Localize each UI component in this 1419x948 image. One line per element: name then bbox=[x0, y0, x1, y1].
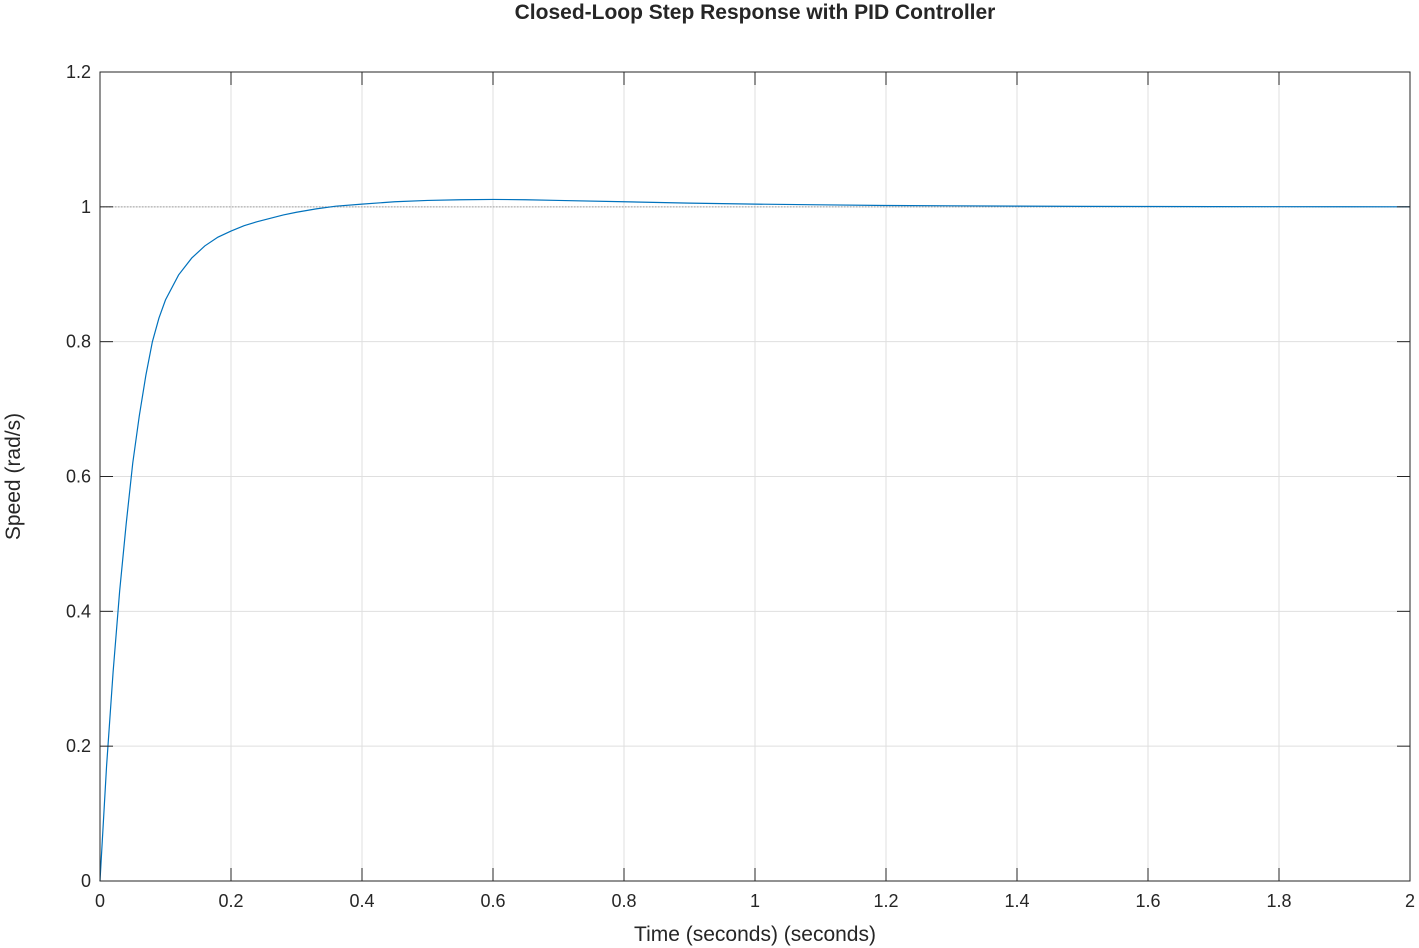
y-tick-label: 0 bbox=[81, 871, 91, 891]
x-tick-label: 0.4 bbox=[349, 891, 374, 911]
x-tick-label: 1.8 bbox=[1266, 891, 1291, 911]
x-tick-label: 1 bbox=[750, 891, 760, 911]
x-tick-label: 1.2 bbox=[873, 891, 898, 911]
x-tick-label: 0 bbox=[95, 891, 105, 911]
x-tick-label: 0.6 bbox=[480, 891, 505, 911]
x-tick-labels: 0 0.2 0.4 0.6 0.8 1 1.2 1.4 1.6 1.8 2 bbox=[95, 891, 1415, 911]
y-tick-labels: 0 0.2 0.4 0.6 0.8 1 1.2 bbox=[66, 62, 91, 891]
series-line bbox=[99, 198, 1411, 882]
x-tick-label: 1.6 bbox=[1135, 891, 1160, 911]
y-axis-label: Speed (rad/s) bbox=[2, 413, 25, 540]
x-tick-label: 0.2 bbox=[218, 891, 243, 911]
y-tick-label: 0.8 bbox=[66, 332, 91, 352]
grid-lines bbox=[100, 72, 1410, 881]
tick-marks bbox=[99, 71, 1411, 882]
y-tick-label: 1.2 bbox=[66, 62, 91, 82]
y-tick-label: 0.6 bbox=[66, 467, 91, 487]
y-tick-label: 0.2 bbox=[66, 736, 91, 756]
y-tick-label: 1 bbox=[81, 197, 91, 217]
chart-title: Closed-Loop Step Response with PID Contr… bbox=[515, 1, 996, 24]
x-tick-label: 0.8 bbox=[611, 891, 636, 911]
x-tick-label: 2 bbox=[1405, 891, 1415, 911]
y-tick-label: 0.4 bbox=[66, 601, 91, 621]
x-axis-label: Time (seconds) (seconds) bbox=[634, 923, 876, 946]
x-tick-label: 1.4 bbox=[1004, 891, 1029, 911]
